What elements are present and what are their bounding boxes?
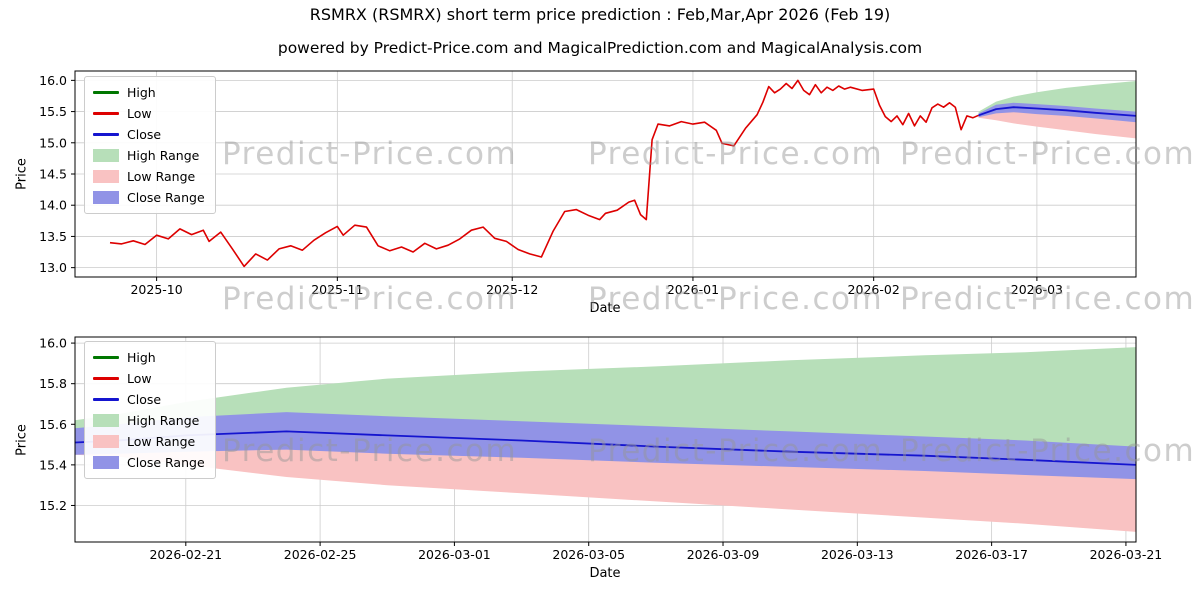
tick-label-x: 2025-10 <box>130 282 182 297</box>
legend-item-high-range: High Range <box>93 145 205 166</box>
high-range-swatch <box>93 414 119 427</box>
close-swatch <box>93 133 119 136</box>
chart2-legend: High Low Close High Range Low Range Close Ran… <box>84 341 216 479</box>
tick-label-y: 15.5 <box>39 104 67 119</box>
low-range-swatch <box>93 170 119 183</box>
tick-label-x: 2025-11 <box>311 282 363 297</box>
tick-label-y: 15.8 <box>39 376 67 391</box>
high-swatch <box>93 91 119 94</box>
high-range-swatch <box>93 149 119 162</box>
legend-label-high-range: High Range <box>127 413 200 428</box>
tick-label-y: 15.0 <box>39 135 67 150</box>
price-history-line <box>109 79 979 268</box>
legend-item-low: Low <box>93 368 205 389</box>
tick-label-x: 2026-03-13 <box>821 547 894 562</box>
tick-label-x: 2026-03-17 <box>955 547 1028 562</box>
close-range-band <box>75 412 1136 480</box>
legend-item-low: Low <box>93 103 205 124</box>
low-range-swatch <box>93 435 119 448</box>
tick-label-y: 16.0 <box>39 336 67 351</box>
low-swatch <box>93 112 119 115</box>
high-swatch <box>93 356 119 359</box>
tick-label-y: 13.5 <box>39 229 67 244</box>
tick-label-y: 14.5 <box>39 167 67 182</box>
legend-item-close: Close <box>93 124 205 145</box>
legend-label-close: Close <box>127 127 162 142</box>
figure-subtitle: powered by Predict-Price.com and Magical… <box>277 39 923 57</box>
tick-label-y: 13.0 <box>39 260 67 275</box>
tick-label-x: 2026-03-05 <box>552 547 625 562</box>
plot-frame <box>74 336 1137 543</box>
legend-label-low: Low <box>127 371 152 386</box>
tick-label-y: 15.2 <box>39 498 67 513</box>
close-range-swatch <box>93 456 119 469</box>
legend-item-high: High <box>93 82 205 103</box>
chart2-ylabel: Price <box>14 424 30 456</box>
legend-item-close: Close <box>93 389 205 410</box>
chart1-ylabel: Price <box>14 158 30 190</box>
tick-label-x: 2026-03-21 <box>1090 547 1163 562</box>
figure-title: RSMRX (RSMRX) short term price predictio… <box>309 5 891 24</box>
chart1-xlabel: Date <box>589 301 621 316</box>
legend-item-low-range: Low Range <box>93 431 205 452</box>
legend-item-low-range: Low Range <box>93 166 205 187</box>
price-history-chart: 2025-10 2025-11 2025-12 2026-01 2026-02 2026-… <box>39 70 1137 297</box>
legend-label-low-range: Low Range <box>127 169 196 184</box>
legend-label-low-range: Low Range <box>127 434 196 449</box>
low-swatch <box>93 377 119 380</box>
legend-item-close-range: Close Range <box>93 452 205 473</box>
tick-label-x: 2026-03 <box>1011 282 1063 297</box>
tick-label-y: 14.0 <box>39 198 67 213</box>
tick-label-y: 16.0 <box>39 73 67 88</box>
close-range-swatch <box>93 191 119 204</box>
legend-item-high: High <box>93 347 205 368</box>
legend-item-close-range: Close Range <box>93 187 205 208</box>
tick-label-x: 2026-03-01 <box>418 547 491 562</box>
legend-label-high: High <box>127 350 156 365</box>
tick-label-x: 2026-02 <box>848 282 900 297</box>
chart2-xlabel: Date <box>589 566 621 581</box>
tick-label-x: 2026-03-09 <box>687 547 760 562</box>
legend-label-high: High <box>127 85 156 100</box>
tick-label-x: 2026-02-21 <box>149 547 222 562</box>
close-swatch <box>93 398 119 401</box>
legend-label-low: Low <box>127 106 152 121</box>
tick-label-x: 2025-12 <box>486 282 538 297</box>
chart1-legend: High Low Close High Range Low Range Close Ran… <box>84 76 216 214</box>
legend-label-close: Close <box>127 392 162 407</box>
legend-label-close-range: Close Range <box>127 455 205 470</box>
close-prediction-line <box>978 106 1137 117</box>
tick-label-y: 15.4 <box>39 457 67 472</box>
tick-label-x: 2026-02-25 <box>284 547 357 562</box>
prediction-detail-chart: 2026-02-21 2026-02-25 2026-03-01 2026-03-05… <box>39 336 1163 562</box>
tick-label-y: 15.6 <box>39 417 67 432</box>
legend-label-high-range: High Range <box>127 148 200 163</box>
tick-label-x: 2026-01 <box>667 282 719 297</box>
legend-item-high-range: High Range <box>93 410 205 431</box>
legend-label-close-range: Close Range <box>127 190 205 205</box>
